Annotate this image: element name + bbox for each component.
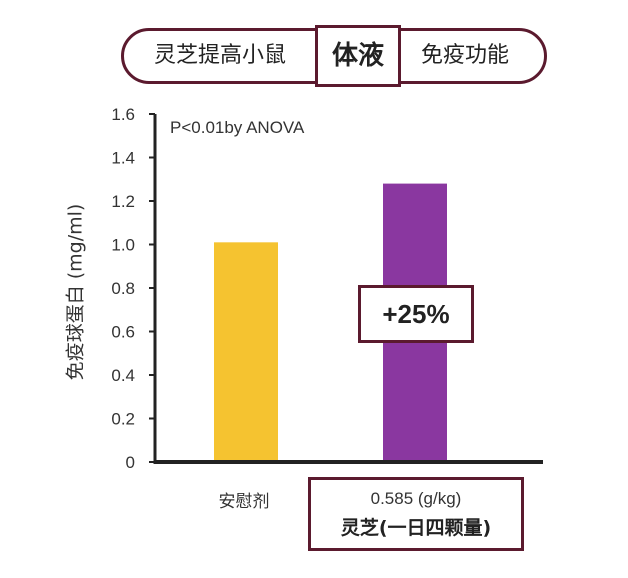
- title-banner: 灵芝提高小鼠 体液 免疫功能: [121, 25, 547, 87]
- y-tick-label: 1.6: [111, 105, 135, 124]
- significance-annotation: P<0.01by ANOVA: [170, 118, 305, 137]
- category-label-lingzhi-box: 0.585 (g/kg) 灵芝(一日四颗量): [308, 477, 524, 551]
- y-tick-label: 0.8: [111, 279, 135, 298]
- y-tick-label: 1.4: [111, 149, 135, 168]
- category-label-lingzhi: 灵芝(一日四颗量): [340, 517, 492, 539]
- y-tick-label: 1.2: [111, 192, 135, 211]
- increase-label: +25%: [358, 285, 474, 343]
- y-tick-label: 0: [126, 453, 135, 472]
- y-tick-label: 1.0: [111, 236, 135, 255]
- title-highlight-box: 体液: [315, 25, 401, 87]
- bar-placebo: [214, 242, 278, 462]
- y-tick-label: 0.6: [111, 323, 135, 342]
- y-tick-label: 0.2: [111, 410, 135, 429]
- title-right-text: 免疫功能: [421, 43, 510, 68]
- y-tick-label: 0.4: [111, 366, 135, 385]
- title-left-text: 灵芝提高小鼠: [154, 43, 287, 68]
- y-axis-ticks: 0 0.2 0.4 0.6 0.8 1.0 1.2 1.4 1.6: [111, 105, 155, 472]
- category-label-dose: 0.585 (g/kg): [370, 489, 462, 508]
- category-label-placebo: 安慰剂: [218, 492, 270, 512]
- y-axis-label: 免疫球蛋白 (mg/ml): [64, 203, 87, 381]
